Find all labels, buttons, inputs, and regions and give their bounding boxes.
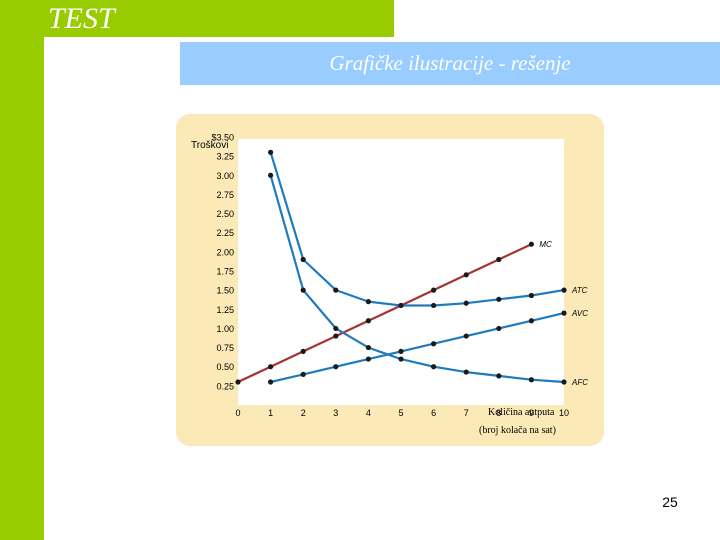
x-tick-label: 4 bbox=[366, 408, 371, 418]
series-line-mc bbox=[237, 243, 532, 383]
series-label-avc: AVC bbox=[571, 309, 588, 318]
data-point-atc bbox=[561, 287, 567, 293]
y-tick-label: 1.25 bbox=[216, 305, 234, 315]
x-tick-label: 10 bbox=[559, 408, 569, 418]
data-point-avc bbox=[496, 325, 502, 332]
x-tick-label: 6 bbox=[431, 408, 436, 418]
slide-title: Grafičke ilustracije - rešenje bbox=[329, 51, 571, 75]
y-tick-label: 3.00 bbox=[216, 171, 234, 181]
data-point-afc bbox=[333, 325, 339, 332]
y-tick-label: 0.50 bbox=[216, 362, 234, 372]
data-point-avc bbox=[561, 310, 567, 316]
data-point-atc bbox=[463, 300, 469, 306]
data-point-afc bbox=[528, 377, 534, 383]
data-point-avc bbox=[333, 364, 339, 370]
series-label-atc: ATC bbox=[571, 286, 588, 295]
y-tick-label: 2.25 bbox=[216, 228, 234, 238]
data-point-afc bbox=[398, 356, 404, 362]
data-point-mc bbox=[431, 287, 437, 293]
y-tick-label: 1.75 bbox=[216, 267, 234, 277]
title-banner: Grafičke ilustracije - rešenje bbox=[180, 42, 720, 85]
data-point-afc bbox=[268, 172, 274, 178]
data-point-atc bbox=[333, 287, 339, 293]
data-point-mc bbox=[333, 333, 339, 339]
series-line-avc bbox=[270, 312, 565, 384]
data-point-afc bbox=[365, 344, 371, 351]
x-tick-label: 8 bbox=[496, 408, 501, 418]
data-point-afc bbox=[300, 287, 306, 293]
data-point-avc bbox=[528, 318, 534, 324]
data-point-mc bbox=[300, 348, 306, 354]
data-point-avc bbox=[365, 356, 371, 362]
data-point-afc bbox=[561, 379, 567, 385]
data-point-afc bbox=[431, 364, 437, 370]
data-point-atc bbox=[398, 302, 404, 309]
data-point-avc bbox=[463, 333, 469, 339]
y-tick-label: $3.50 bbox=[211, 133, 234, 143]
series-label-mc: MC bbox=[539, 240, 552, 249]
series-line-atc bbox=[269, 151, 565, 307]
data-point-afc bbox=[463, 369, 469, 375]
x-tick-label: 1 bbox=[268, 408, 273, 418]
y-tick-label: 1.50 bbox=[216, 286, 234, 296]
data-point-atc bbox=[496, 296, 502, 302]
slide-header-title: TEST bbox=[48, 2, 115, 35]
data-point-mc bbox=[365, 318, 371, 324]
y-tick-label: 2.00 bbox=[216, 247, 234, 257]
data-point-avc bbox=[431, 341, 437, 347]
data-point-atc bbox=[431, 302, 437, 309]
data-point-avc bbox=[398, 348, 404, 354]
x-tick-label: 7 bbox=[464, 408, 469, 418]
page-number: 25 bbox=[662, 494, 678, 510]
header-bar bbox=[44, 0, 394, 37]
series-label-afc: AFC bbox=[571, 378, 588, 387]
y-tick-label: 0.75 bbox=[216, 343, 234, 353]
x-axis-label-sub: (broj kolača na sat) bbox=[479, 425, 556, 436]
y-axis-label: Troškovi bbox=[191, 140, 228, 151]
y-tick-label: 3.25 bbox=[216, 152, 234, 162]
data-point-atc bbox=[528, 292, 534, 299]
data-point-mc bbox=[463, 272, 469, 278]
data-point-mc bbox=[268, 364, 274, 370]
left-accent-bar bbox=[0, 0, 44, 540]
cost-curves-chart: Troškovi$3.50 3.25 3.00 2.75 2.50 2.25 2.00 1.7… bbox=[191, 133, 588, 437]
x-tick-label: 2 bbox=[301, 408, 306, 418]
data-point-mc bbox=[528, 241, 534, 247]
data-point-mc bbox=[496, 256, 502, 263]
chart-panel: Troškovi $3.50 3.25 3.00 2.75 2.50 2.25 2.00 1.7… bbox=[176, 114, 604, 446]
data-point-atc bbox=[300, 256, 306, 263]
y-tick-label: 0.25 bbox=[216, 381, 234, 391]
data-point-afc bbox=[496, 373, 502, 379]
x-tick-label: 9 bbox=[529, 408, 534, 418]
x-tick-label: 5 bbox=[398, 408, 403, 418]
data-point-avc bbox=[300, 371, 306, 377]
series-line-afc bbox=[269, 174, 565, 384]
data-point-mc bbox=[235, 379, 241, 385]
y-tick-label: 2.50 bbox=[216, 209, 234, 219]
data-point-atc bbox=[268, 149, 274, 155]
x-axis-label: Količina autputa bbox=[488, 407, 555, 418]
x-tick-label: 0 bbox=[235, 408, 240, 418]
plot-area bbox=[238, 139, 564, 405]
y-tick-label: 2.75 bbox=[216, 190, 234, 200]
y-tick-label: 1.00 bbox=[216, 324, 234, 334]
x-tick-label: 3 bbox=[333, 408, 338, 418]
data-point-atc bbox=[365, 299, 371, 305]
data-point-avc bbox=[268, 379, 274, 385]
